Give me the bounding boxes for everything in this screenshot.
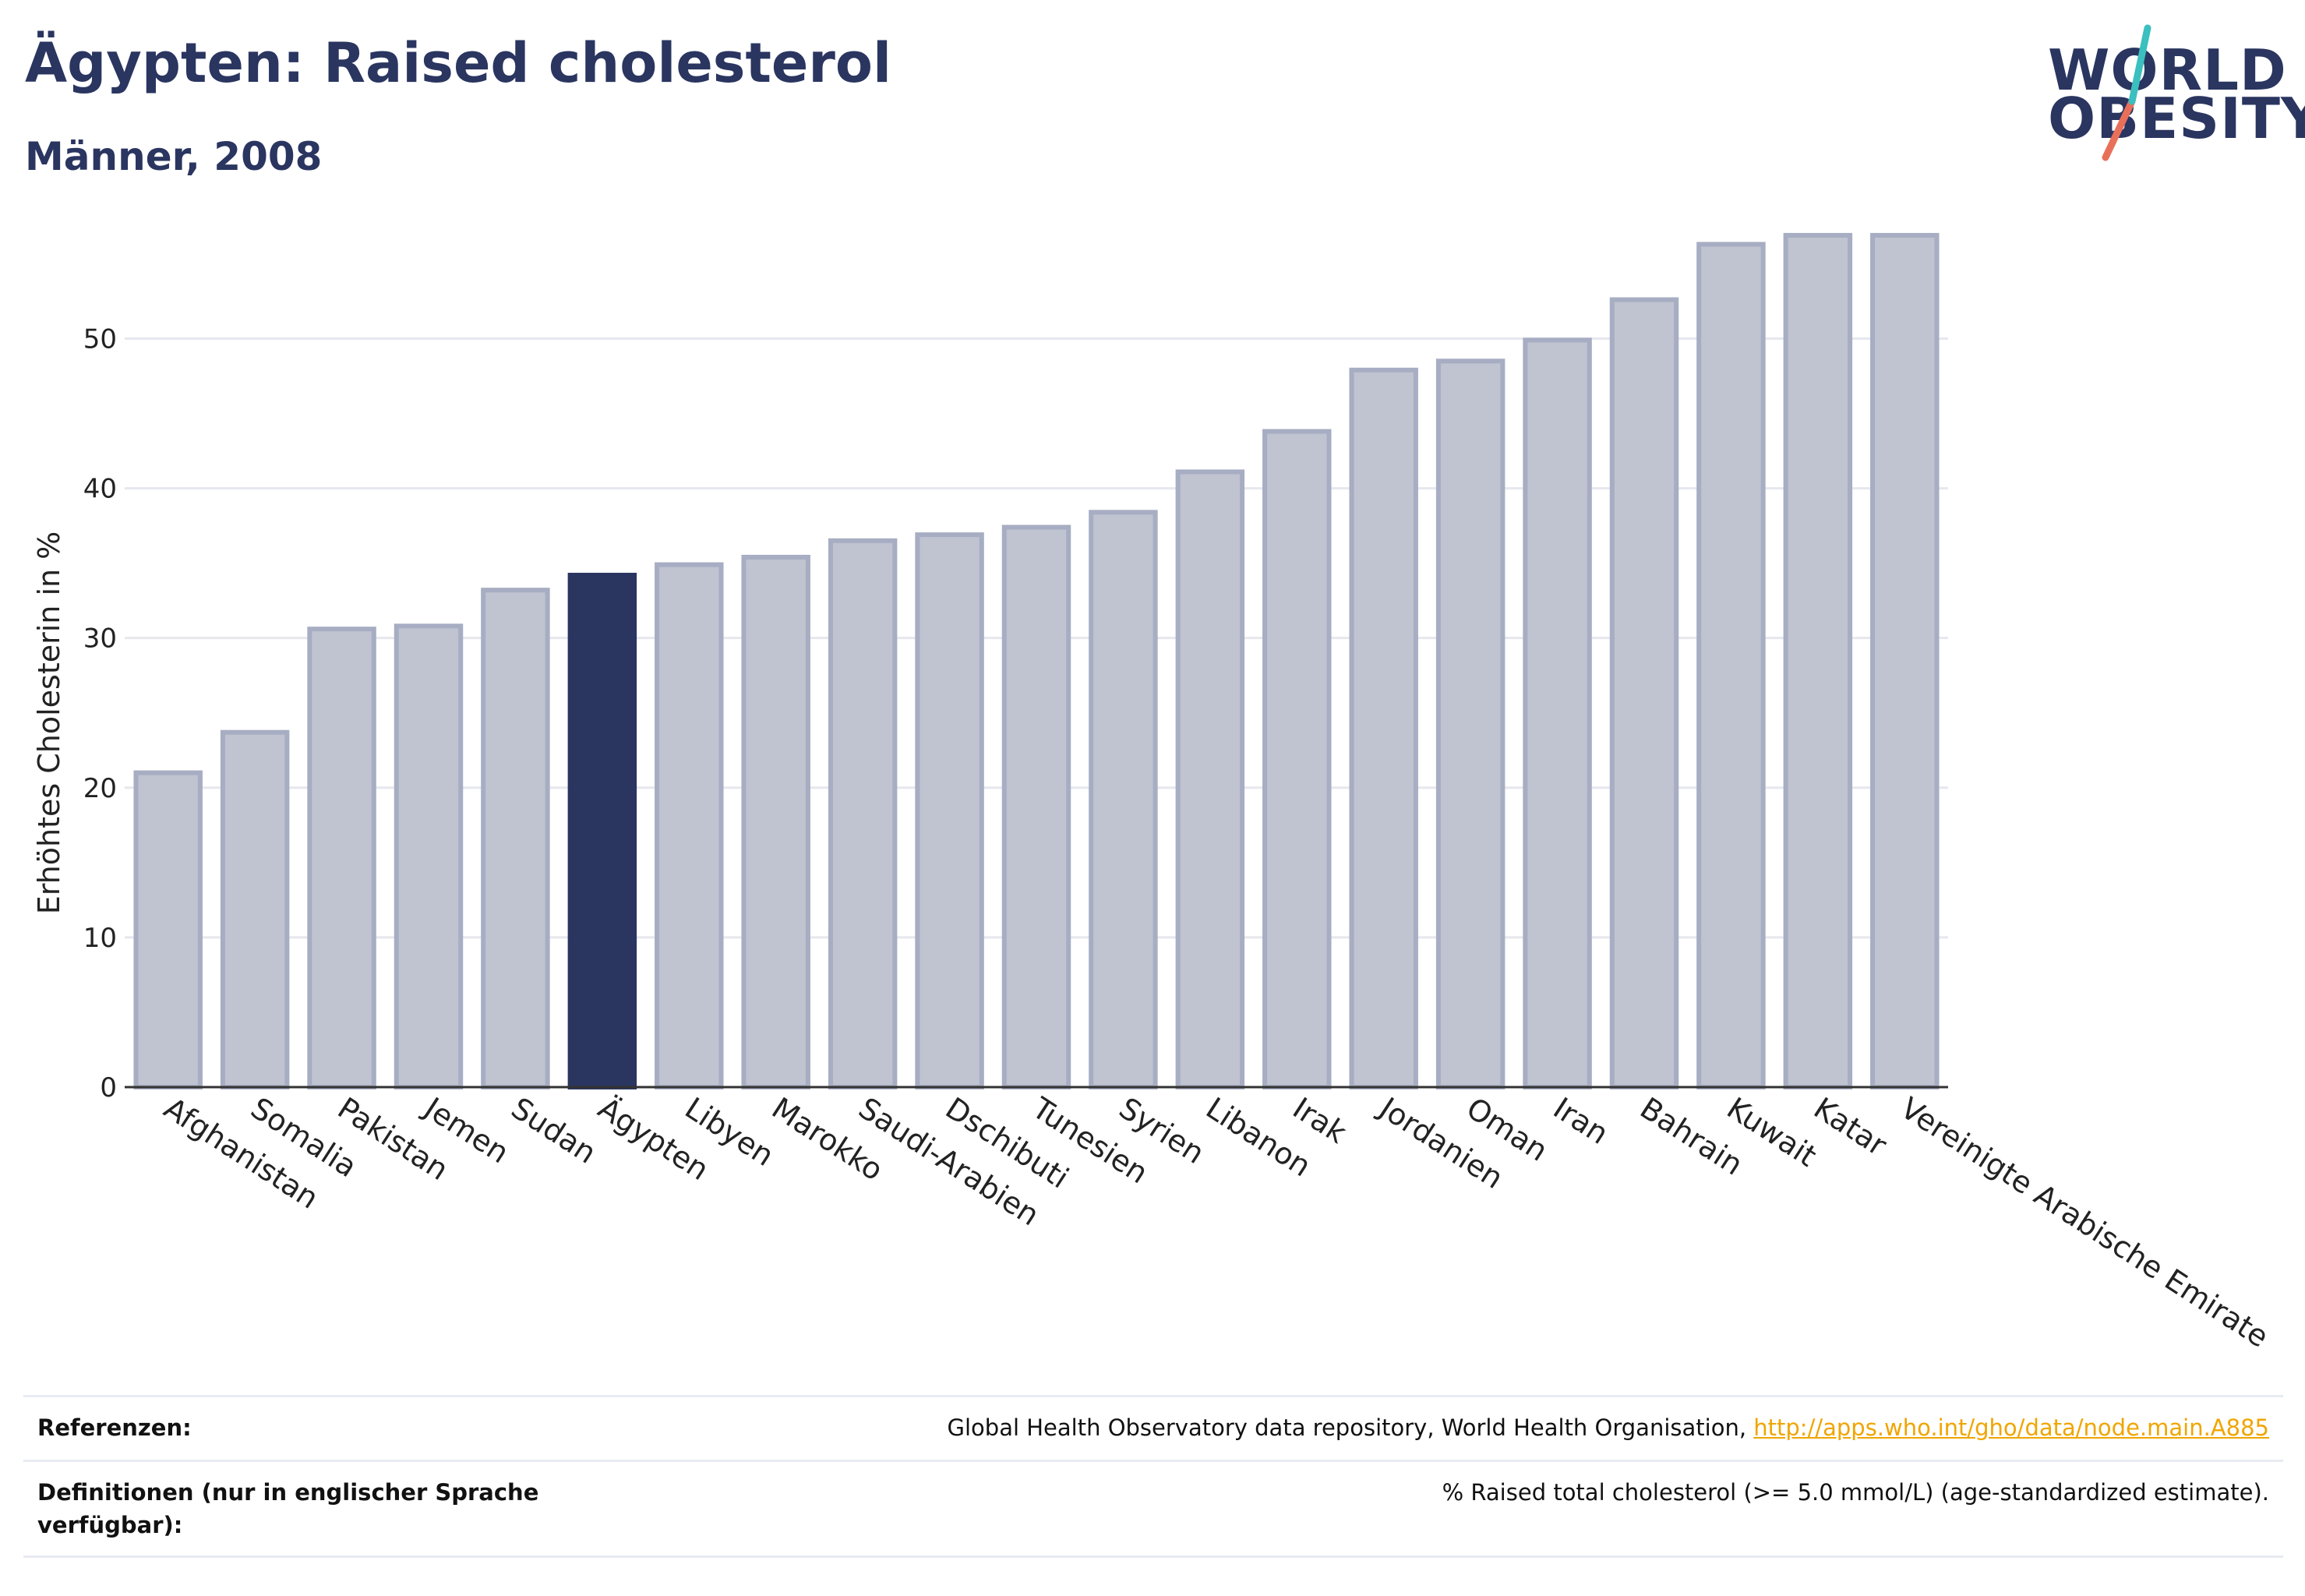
bar [828,538,898,1089]
references-link[interactable]: http://apps.who.int/gho/data/node.main.A… [1753,1414,2269,1441]
references-label: Referenzen: [37,1414,192,1441]
y-axis-label: Erhöhtes Cholesterin in % [32,531,66,915]
bar [1262,429,1332,1089]
bar [481,588,550,1089]
bar [1696,242,1766,1089]
bar [567,573,637,1089]
y-tick-label: 40 [83,474,117,505]
bar [1870,232,1940,1090]
bar [655,562,724,1089]
bar [220,729,290,1089]
y-tick-label: 30 [83,623,117,655]
y-tick-label: 0 [100,1072,117,1103]
references-value: Global Health Observatory data repositor… [948,1411,2269,1444]
y-tick-label: 20 [83,773,117,804]
bar [1523,337,1592,1090]
x-tick-label: Vereinigte Arabische Emirate [1894,1091,2275,1354]
definitions-row: Definitionen (nur in englischer Sprache … [23,1460,2283,1558]
bar [1783,232,1853,1090]
bar [1089,510,1158,1089]
logo-slash-icon [2102,24,2151,161]
bar [1001,524,1071,1089]
world-obesity-logo: WORLD OBESITY [2026,23,2305,164]
bar [915,532,984,1089]
logo-line-2: OBESITY [2048,86,2305,151]
bar [394,623,464,1089]
bar [1435,358,1505,1089]
page-subtitle: Männer, 2008 [25,134,323,179]
definitions-value: % Raised total cholesterol (>= 5.0 mmol/… [1442,1479,2269,1506]
x-tick-label: Katar [1808,1091,1893,1163]
bar [133,770,203,1089]
bar [741,554,810,1089]
y-tick-label: 50 [83,323,117,355]
references-row: Referenzen: Global Health Observatory da… [23,1395,2283,1460]
page-title: Ägypten: Raised cholesterol [25,31,892,95]
bar [1349,367,1418,1089]
bar [1175,469,1245,1089]
references-table: Referenzen: Global Health Observatory da… [23,1395,2283,1558]
logo-line-1: WORLD [2048,37,2287,103]
bar [1609,297,1679,1089]
x-tick-label: Iran [1548,1091,1615,1151]
y-tick-label: 10 [83,923,117,954]
definitions-label: Definitionen (nur in englischer Sprache … [37,1479,539,1538]
bar [307,627,376,1089]
x-tick-label: Sudan [506,1091,602,1171]
references-source: Global Health Observatory data repositor… [947,1414,1754,1441]
